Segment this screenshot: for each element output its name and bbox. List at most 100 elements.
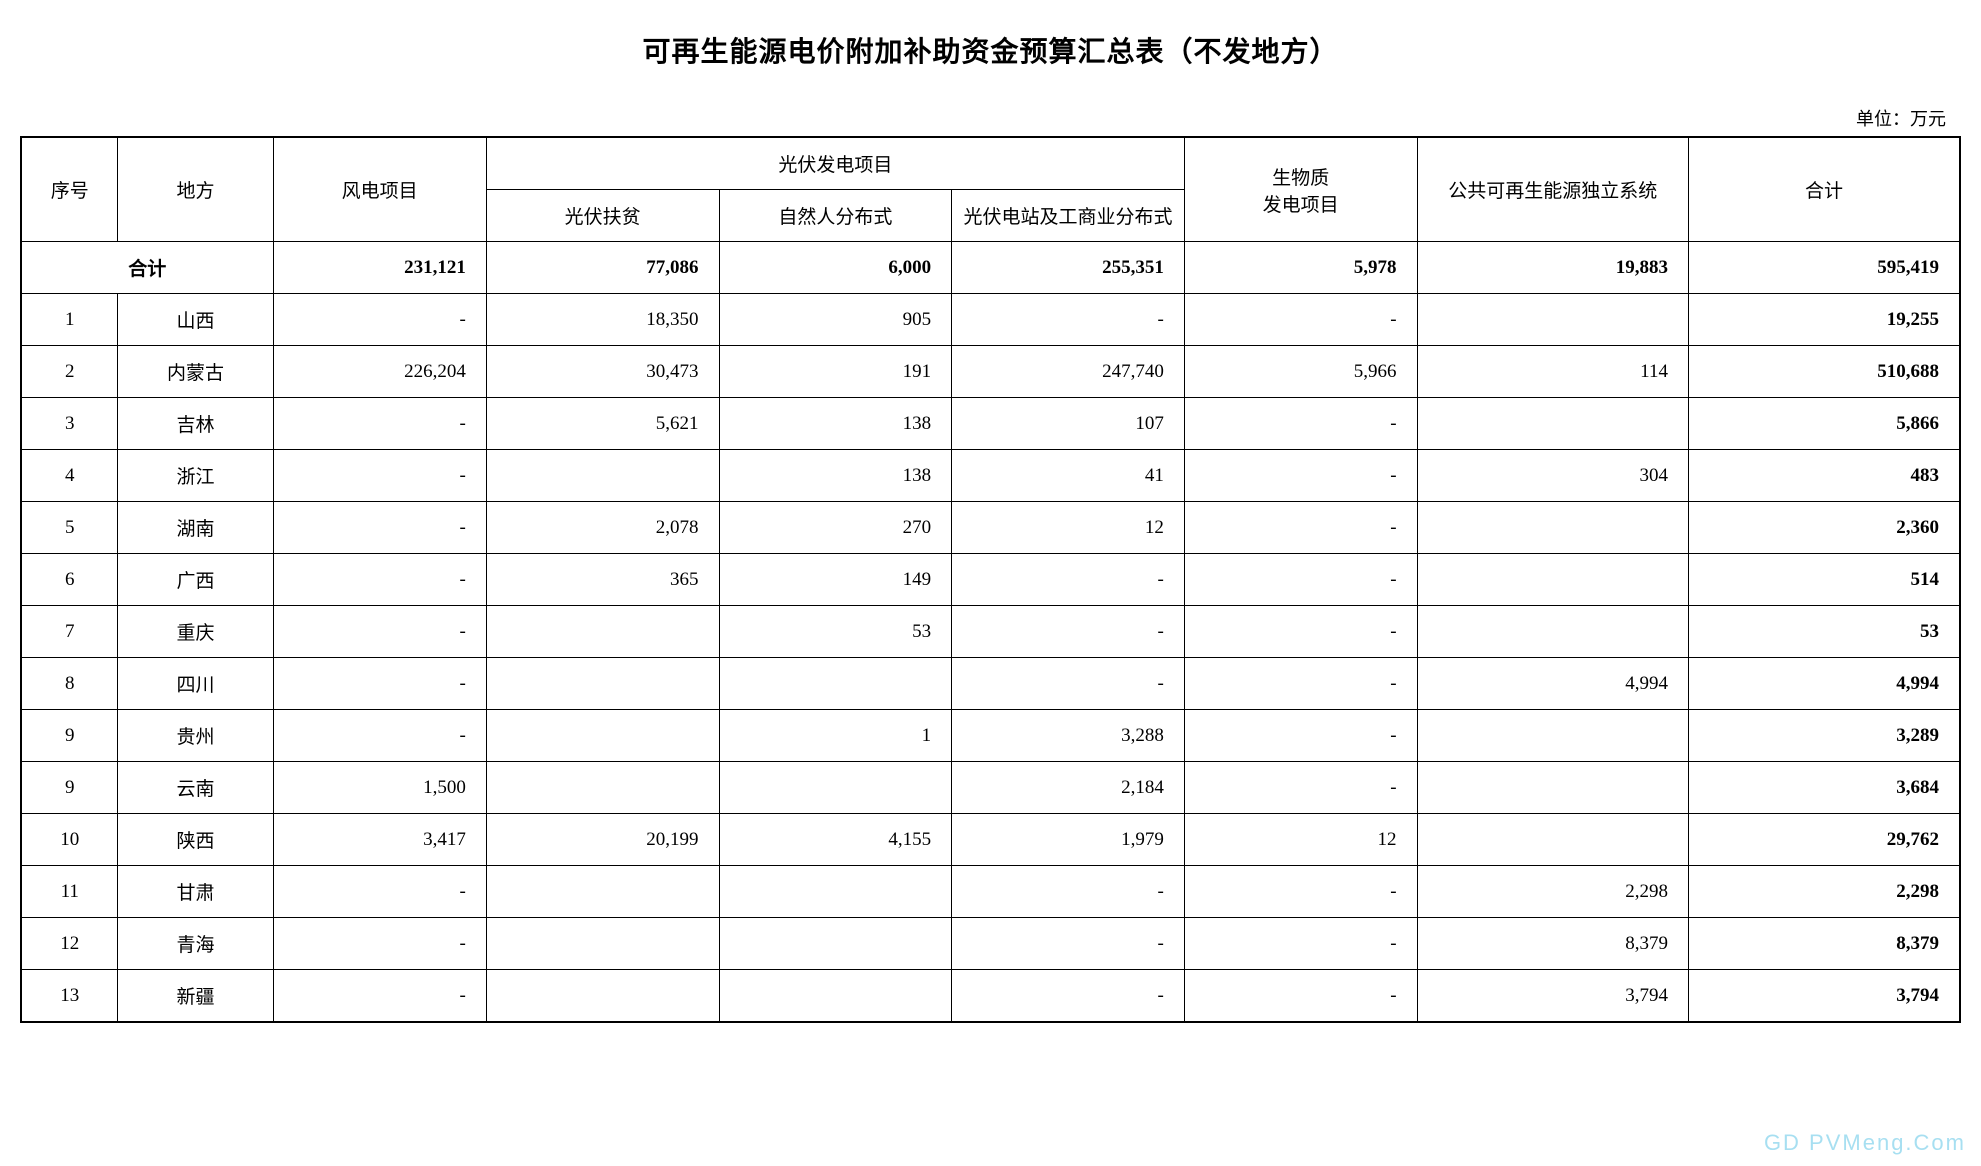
cell: - <box>273 658 486 710</box>
cell: 甘肃 <box>118 866 273 918</box>
cell: - <box>1184 866 1417 918</box>
cell: 4,994 <box>1688 658 1960 710</box>
budget-table: 序号 地方 风电项目 光伏发电项目 生物质 发电项目 公共可再生能源独立系统 合… <box>20 136 1961 1023</box>
cell: 3,288 <box>952 710 1185 762</box>
unit-label: 单位：万元 <box>20 105 1961 131</box>
table-body: 合计 231,121 77,086 6,000 255,351 5,978 19… <box>21 242 1960 1023</box>
cell: 贵州 <box>118 710 273 762</box>
cell: 53 <box>719 606 952 658</box>
cell: 41 <box>952 450 1185 502</box>
cell: 7 <box>21 606 118 658</box>
cell: 3,794 <box>1417 970 1688 1023</box>
cell: 905 <box>719 294 952 346</box>
cell: - <box>273 450 486 502</box>
cell: - <box>273 866 486 918</box>
cell: - <box>273 970 486 1023</box>
cell: - <box>952 294 1185 346</box>
cell: - <box>273 918 486 970</box>
cell: - <box>952 606 1185 658</box>
cell: 10 <box>21 814 118 866</box>
cell: 新疆 <box>118 970 273 1023</box>
cell: 1 <box>719 710 952 762</box>
cell: - <box>1184 970 1417 1023</box>
table-row: 6广西-365149--514 <box>21 554 1960 606</box>
total-row: 合计 231,121 77,086 6,000 255,351 5,978 19… <box>21 242 1960 294</box>
cell: 29,762 <box>1688 814 1960 866</box>
cell <box>1417 814 1688 866</box>
cell: 12 <box>952 502 1185 554</box>
cell: 510,688 <box>1688 346 1960 398</box>
cell: 山西 <box>118 294 273 346</box>
cell: 114 <box>1417 346 1688 398</box>
table-row: 9云南1,5002,184-3,684 <box>21 762 1960 814</box>
cell: 3,794 <box>1688 970 1960 1023</box>
cell: 2,360 <box>1688 502 1960 554</box>
header-pv-poverty: 光伏扶贫 <box>486 190 719 242</box>
total-pv-natural: 6,000 <box>719 242 952 294</box>
header-region: 地方 <box>118 137 273 242</box>
cell: 5 <box>21 502 118 554</box>
table-row: 2内蒙古226,20430,473191247,7405,966114510,6… <box>21 346 1960 398</box>
cell: 8,379 <box>1417 918 1688 970</box>
cell <box>486 450 719 502</box>
cell: 4,155 <box>719 814 952 866</box>
cell: - <box>1184 658 1417 710</box>
total-label: 合计 <box>21 242 273 294</box>
cell: 191 <box>719 346 952 398</box>
cell: 1 <box>21 294 118 346</box>
cell: 3,289 <box>1688 710 1960 762</box>
cell: 2 <box>21 346 118 398</box>
cell: - <box>273 710 486 762</box>
cell: 270 <box>719 502 952 554</box>
cell: 107 <box>952 398 1185 450</box>
cell: - <box>1184 918 1417 970</box>
total-pv-poverty: 77,086 <box>486 242 719 294</box>
cell: 2,184 <box>952 762 1185 814</box>
cell: 1,500 <box>273 762 486 814</box>
cell: 内蒙古 <box>118 346 273 398</box>
cell: 青海 <box>118 918 273 970</box>
table-row: 3吉林-5,621138107-5,866 <box>21 398 1960 450</box>
cell: 云南 <box>118 762 273 814</box>
cell: 30,473 <box>486 346 719 398</box>
cell: - <box>1184 450 1417 502</box>
cell: 9 <box>21 710 118 762</box>
cell <box>1417 710 1688 762</box>
cell: - <box>1184 606 1417 658</box>
header-total: 合计 <box>1688 137 1960 242</box>
cell: 6 <box>21 554 118 606</box>
cell <box>486 918 719 970</box>
cell <box>486 866 719 918</box>
cell: - <box>273 502 486 554</box>
cell <box>1417 606 1688 658</box>
cell: - <box>1184 710 1417 762</box>
cell: 2,078 <box>486 502 719 554</box>
table-row: 10陕西3,41720,1994,1551,9791229,762 <box>21 814 1960 866</box>
table-row: 13新疆---3,7943,794 <box>21 970 1960 1023</box>
cell: - <box>1184 502 1417 554</box>
cell: 12 <box>1184 814 1417 866</box>
cell <box>1417 554 1688 606</box>
cell: - <box>952 918 1185 970</box>
watermark: GD PVMeng.Com <box>1764 1130 1966 1156</box>
header-pv-group: 光伏发电项目 <box>486 137 1184 190</box>
cell <box>486 606 719 658</box>
cell: 5,621 <box>486 398 719 450</box>
cell: 广西 <box>118 554 273 606</box>
cell: 483 <box>1688 450 1960 502</box>
cell: 1,979 <box>952 814 1185 866</box>
cell <box>1417 502 1688 554</box>
total-public: 19,883 <box>1417 242 1688 294</box>
cell <box>719 866 952 918</box>
cell: 11 <box>21 866 118 918</box>
cell <box>719 970 952 1023</box>
cell: - <box>1184 554 1417 606</box>
total-wind: 231,121 <box>273 242 486 294</box>
cell: 247,740 <box>952 346 1185 398</box>
cell <box>719 918 952 970</box>
cell: 138 <box>719 450 952 502</box>
table-row: 7重庆-53--53 <box>21 606 1960 658</box>
page-title: 可再生能源电价附加补助资金预算汇总表（不发地方） <box>20 30 1961 70</box>
total-biomass: 5,978 <box>1184 242 1417 294</box>
cell: - <box>1184 398 1417 450</box>
